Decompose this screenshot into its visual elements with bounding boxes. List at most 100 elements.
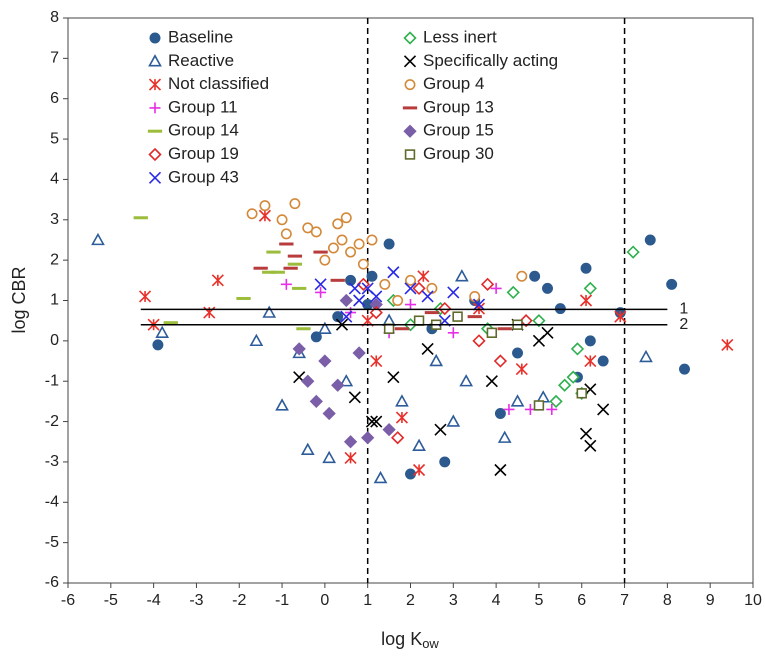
data-point: [357, 258, 369, 270]
data-point: [275, 398, 289, 411]
data-point: [332, 218, 344, 230]
data-point: [314, 278, 327, 291]
data-point: [439, 456, 451, 468]
data-point: [292, 342, 306, 356]
legend-label: Baseline: [168, 27, 233, 46]
data-point: [353, 294, 366, 307]
x-tick-label: 2: [406, 592, 415, 609]
data-point: [379, 278, 391, 290]
data-point: [352, 346, 366, 360]
data-point: [546, 403, 558, 415]
data-point: [322, 450, 337, 464]
data-point: [387, 371, 400, 384]
data-point: [340, 310, 353, 323]
legend-marker: [403, 55, 417, 68]
data-point: [310, 331, 322, 343]
y-tick-label: 7: [50, 50, 59, 67]
y-tick-label: 5: [50, 130, 59, 147]
y-tick-label: -5: [45, 534, 59, 551]
data-point: [557, 378, 572, 392]
data-point: [486, 327, 498, 338]
x-tick-label: -2: [232, 592, 246, 609]
data-point: [494, 463, 507, 477]
x-axis-label: log Kow: [381, 629, 439, 652]
data-point: [516, 270, 528, 282]
data-point: [438, 301, 452, 316]
x-axis-label-subscript: ow: [422, 636, 439, 651]
data-point: [280, 228, 292, 240]
data-point: [383, 323, 395, 334]
data-point: [302, 222, 314, 234]
data-point: [246, 208, 258, 220]
x-tick-label: 10: [744, 592, 762, 609]
data-point: [549, 394, 563, 409]
data-point: [348, 282, 361, 295]
data-point: [387, 266, 400, 279]
data-point: [472, 298, 486, 311]
y-tick-label: 3: [50, 211, 59, 228]
data-point: [412, 438, 426, 451]
data-point: [365, 415, 379, 428]
data-point: [404, 282, 417, 295]
data-point: [315, 286, 327, 298]
x-tick-label: 1: [363, 592, 372, 609]
data-point: [259, 200, 271, 212]
y-tick-label: 1: [50, 292, 59, 309]
data-point: [480, 277, 495, 291]
data-point: [310, 226, 322, 238]
legend-label: Group 19: [168, 144, 239, 163]
data-point: [405, 468, 416, 480]
data-point: [322, 406, 336, 421]
data-point: [327, 242, 339, 254]
data-point: [289, 198, 301, 210]
data-point: [366, 234, 378, 246]
data-point: [138, 290, 152, 303]
data-point: [721, 338, 734, 351]
data-point: [392, 295, 404, 306]
data-point: [446, 414, 461, 427]
data-point: [494, 408, 506, 419]
data-point: [405, 299, 416, 311]
legend-marker: [404, 149, 416, 160]
data-point: [361, 431, 375, 445]
data-point: [336, 234, 348, 246]
data-point: [345, 246, 357, 258]
data-point: [529, 270, 541, 282]
data-point: [510, 394, 525, 407]
data-point: [666, 278, 678, 290]
reference-label: 1: [679, 301, 688, 318]
legend-label: Group 4: [423, 74, 484, 93]
y-tick-label: -1: [45, 372, 59, 389]
legend-marker: [403, 124, 417, 138]
data-point: [361, 282, 374, 295]
data-point: [429, 353, 444, 367]
data-point: [339, 293, 353, 308]
data-point: [515, 363, 528, 376]
x-tick-label: -6: [61, 592, 75, 609]
y-tick-label: -4: [45, 494, 59, 511]
legend-marker: [403, 31, 417, 45]
data-point: [343, 435, 358, 449]
legend-label: Group 11: [168, 97, 238, 116]
data-point: [421, 342, 434, 355]
legend-marker: [148, 78, 162, 91]
data-point: [318, 321, 332, 334]
y-tick-label: 0: [50, 332, 59, 349]
legend-label: Reactive: [168, 51, 234, 70]
data-point: [584, 335, 596, 347]
y-tick-label: 6: [50, 90, 59, 107]
data-point: [366, 270, 378, 282]
data-point: [583, 281, 597, 296]
data-point: [639, 349, 653, 363]
data-point: [570, 342, 585, 356]
data-point: [576, 388, 587, 399]
reference-label: 2: [679, 316, 688, 333]
data-point: [249, 333, 264, 347]
data-point: [155, 325, 170, 338]
data-point: [370, 354, 383, 368]
y-tick-label: 8: [50, 9, 59, 26]
data-point: [455, 269, 469, 282]
legend-label: Group 13: [423, 97, 494, 116]
data-point: [344, 451, 357, 464]
